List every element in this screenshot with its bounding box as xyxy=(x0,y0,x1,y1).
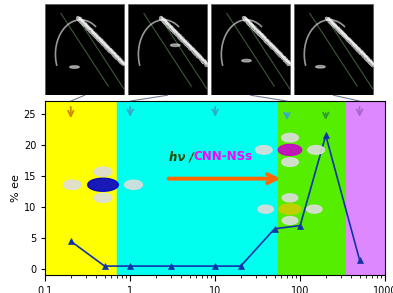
Polygon shape xyxy=(88,178,118,191)
Circle shape xyxy=(70,66,79,68)
Circle shape xyxy=(282,158,298,166)
Circle shape xyxy=(63,180,81,189)
Text: CNN-NSs: CNN-NSs xyxy=(193,150,252,163)
Circle shape xyxy=(125,180,143,189)
Bar xyxy=(117,101,278,275)
Circle shape xyxy=(316,66,325,68)
Circle shape xyxy=(307,205,322,213)
Circle shape xyxy=(282,194,298,202)
Bar xyxy=(346,101,385,275)
Circle shape xyxy=(94,167,112,176)
Bar xyxy=(278,101,346,275)
Y-axis label: % ee: % ee xyxy=(11,174,21,202)
Polygon shape xyxy=(279,204,301,214)
Circle shape xyxy=(282,217,298,224)
Circle shape xyxy=(282,133,298,142)
Circle shape xyxy=(308,146,325,154)
Bar xyxy=(45,101,117,275)
Text: hν /: hν / xyxy=(169,150,198,163)
Bar xyxy=(211,4,290,95)
Polygon shape xyxy=(278,144,302,155)
Circle shape xyxy=(258,205,274,213)
Bar xyxy=(294,4,373,95)
Circle shape xyxy=(94,193,112,202)
Circle shape xyxy=(255,146,272,154)
Bar xyxy=(45,4,124,95)
Circle shape xyxy=(171,44,180,47)
Bar xyxy=(128,4,207,95)
Circle shape xyxy=(242,59,251,62)
